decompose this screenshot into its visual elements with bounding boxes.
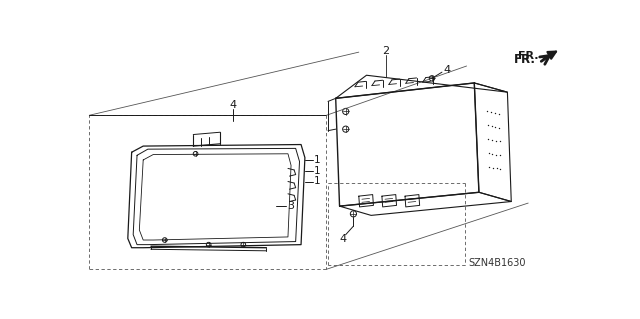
- Text: 1: 1: [314, 155, 321, 165]
- Text: SZN4B1630: SZN4B1630: [468, 258, 526, 268]
- Text: 1: 1: [314, 166, 321, 176]
- Text: 4: 4: [340, 234, 347, 244]
- Text: FR.: FR.: [518, 51, 539, 61]
- Text: 4: 4: [443, 65, 450, 75]
- Text: 4: 4: [229, 100, 236, 110]
- Text: 1: 1: [314, 176, 321, 187]
- Text: FR.: FR.: [514, 53, 536, 66]
- Text: 2: 2: [382, 46, 389, 56]
- Text: 3: 3: [287, 201, 294, 211]
